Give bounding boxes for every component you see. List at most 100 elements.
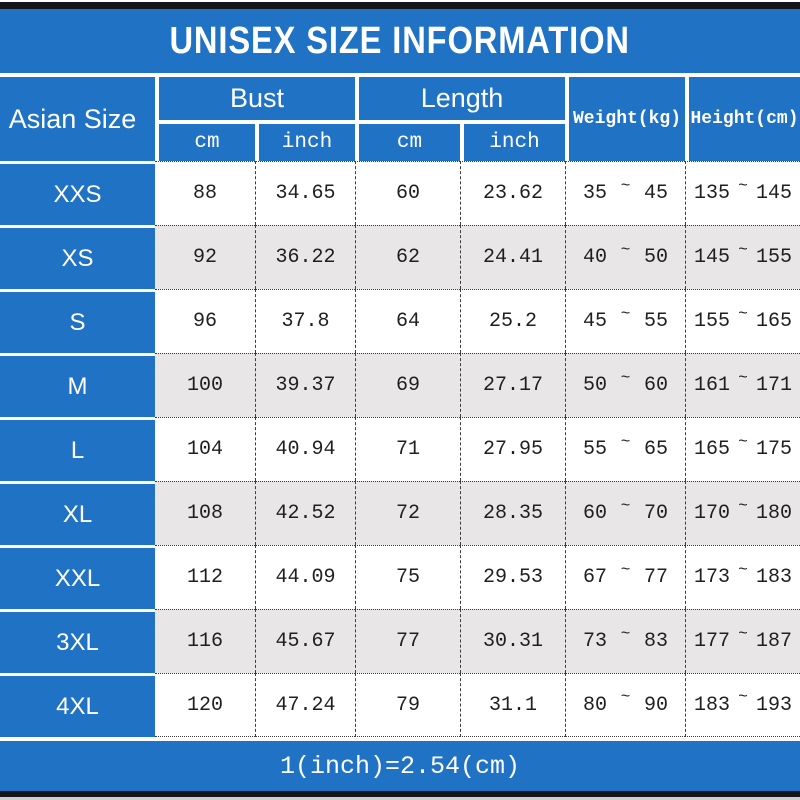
size-label: M xyxy=(0,353,155,417)
length-inch-value: 30.31 xyxy=(460,609,565,673)
weight-range-inner: 45 ~55 xyxy=(566,305,685,334)
weight-range-inner: 67 ~77 xyxy=(566,561,685,590)
tilde-separator: ~ xyxy=(620,624,631,643)
height-range: 177 ~187 xyxy=(685,609,800,673)
tilde-separator: ~ xyxy=(620,304,631,323)
length-cm-value: 72 xyxy=(355,481,460,545)
tilde-separator: ~ xyxy=(738,240,748,259)
height-range-inner: 155 ~165 xyxy=(686,305,800,334)
col-header-height: Height(cm) xyxy=(685,77,800,161)
size-label: XXS xyxy=(0,161,155,225)
range-max: 171 xyxy=(755,374,792,397)
range-min: 177 xyxy=(694,630,731,653)
bust-cm-value: 120 xyxy=(155,673,255,737)
range-min: 165 xyxy=(694,438,731,461)
weight-range: 45 ~55 xyxy=(565,289,685,353)
tilde-separator: ~ xyxy=(620,688,631,706)
col-header-asian-size: Asian Size xyxy=(0,77,155,161)
height-range: 165 ~175 xyxy=(685,417,800,481)
page-title: UNISEX SIZE INFORMATION xyxy=(169,19,631,62)
length-inch-value: 29.53 xyxy=(460,545,565,609)
range-min: 35 xyxy=(583,182,608,205)
col-header-bust-inch: inch xyxy=(255,120,355,161)
size-label: 3XL xyxy=(0,609,155,673)
weight-range: 50 ~60 xyxy=(565,353,685,417)
range-max: 187 xyxy=(755,630,792,653)
weight-range: 40 ~50 xyxy=(565,225,685,289)
range-min: 55 xyxy=(583,438,608,461)
tilde-separator: ~ xyxy=(738,688,748,706)
height-range: 173 ~183 xyxy=(685,545,800,609)
weight-range-inner: 73 ~83 xyxy=(566,625,685,654)
bust-inch-value: 36.22 xyxy=(255,225,355,289)
range-max: 70 xyxy=(643,502,668,525)
range-max: 55 xyxy=(643,310,668,333)
height-range: 170 ~180 xyxy=(685,481,800,545)
range-min: 73 xyxy=(583,630,608,653)
range-min: 80 xyxy=(583,693,608,717)
height-range: 155 ~165 xyxy=(685,289,800,353)
col-header-length-inch: inch xyxy=(460,120,565,161)
weight-range: 35 ~45 xyxy=(565,161,685,225)
range-max: 155 xyxy=(755,246,792,269)
weight-range: 80 ~90 xyxy=(565,673,685,737)
col-header-bust: Bust xyxy=(155,77,355,120)
height-range: 145 ~155 xyxy=(685,225,800,289)
table-row-3xl: 3XL 116 45.67 77 30.31 73 ~83 177 ~187 xyxy=(0,609,800,673)
size-label: 4XL xyxy=(0,673,155,737)
table-body: XXS 88 34.65 60 23.62 35 ~45 135 ~145 XS 9… xyxy=(0,161,800,737)
height-range-inner: 135 ~145 xyxy=(686,177,800,206)
range-max: 65 xyxy=(643,438,668,461)
height-range-inner: 173 ~183 xyxy=(686,561,800,590)
bust-inch-value: 34.65 xyxy=(255,161,355,225)
range-min: 183 xyxy=(694,693,731,717)
top-white-strip xyxy=(0,0,800,2)
length-cm-value: 62 xyxy=(355,225,460,289)
length-inch-value: 23.62 xyxy=(460,161,565,225)
col-header-length-cm: cm xyxy=(355,120,460,161)
range-max: 180 xyxy=(755,502,792,525)
bust-inch-value: 40.94 xyxy=(255,417,355,481)
range-min: 50 xyxy=(583,374,608,397)
tilde-separator: ~ xyxy=(738,560,748,579)
tilde-separator: ~ xyxy=(620,432,631,451)
title-banner: UNISEX SIZE INFORMATION xyxy=(0,9,800,77)
tilde-separator: ~ xyxy=(620,176,631,195)
length-cm-value: 71 xyxy=(355,417,460,481)
bust-cm-value: 92 xyxy=(155,225,255,289)
bust-inch-value: 47.24 xyxy=(255,673,355,737)
weight-range: 67 ~77 xyxy=(565,545,685,609)
length-cm-value: 75 xyxy=(355,545,460,609)
header-sub-row: cm inch cm inch xyxy=(0,120,800,161)
table-header: Asian Size Bust Length Weight(kg) Height… xyxy=(0,77,800,161)
bust-cm-value: 112 xyxy=(155,545,255,609)
height-range-inner: 170 ~180 xyxy=(686,497,800,526)
top-black-bar xyxy=(0,2,800,9)
range-min: 161 xyxy=(694,374,731,397)
bust-inch-value: 37.8 xyxy=(255,289,355,353)
length-inch-value: 31.1 xyxy=(460,673,565,737)
tilde-separator: ~ xyxy=(738,368,748,387)
height-range-inner: 161 ~171 xyxy=(686,369,800,398)
tilde-separator: ~ xyxy=(738,432,748,451)
table-row-xxl: XXL 112 44.09 75 29.53 67 ~77 173 ~183 xyxy=(0,545,800,609)
length-inch-value: 25.2 xyxy=(460,289,565,353)
table-row-s: S 96 37.8 64 25.2 45 ~55 155 ~165 xyxy=(0,289,800,353)
col-header-bust-cm: cm xyxy=(155,120,255,161)
header-group-row: Asian Size Bust Length Weight(kg) Height… xyxy=(0,77,800,161)
range-min: 40 xyxy=(583,246,608,269)
tilde-separator: ~ xyxy=(738,624,748,643)
length-cm-value: 60 xyxy=(355,161,460,225)
length-cm-value: 79 xyxy=(355,673,460,737)
weight-range-inner: 60 ~70 xyxy=(566,497,685,526)
weight-range: 73 ~83 xyxy=(565,609,685,673)
bottom-gray-strip xyxy=(0,797,800,800)
height-range: 161 ~171 xyxy=(685,353,800,417)
col-header-weight: Weight(kg) xyxy=(565,77,685,161)
range-min: 45 xyxy=(583,310,608,333)
table-row-xxs: XXS 88 34.65 60 23.62 35 ~45 135 ~145 xyxy=(0,161,800,225)
tilde-separator: ~ xyxy=(738,176,748,195)
bust-inch-value: 39.37 xyxy=(255,353,355,417)
conversion-footer: 1(inch)=2.54(cm) xyxy=(0,737,800,791)
range-min: 145 xyxy=(694,246,731,269)
